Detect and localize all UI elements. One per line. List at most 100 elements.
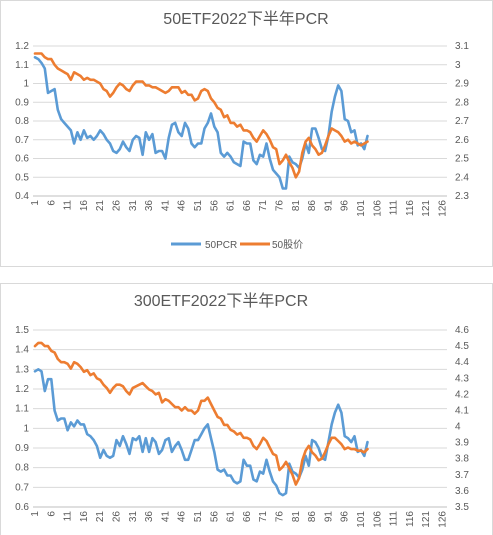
series-line-price xyxy=(33,52,369,179)
x-tick-label: 51 xyxy=(193,200,204,212)
x-tick-label: 36 xyxy=(144,511,155,523)
y-tick-label: 1.5 xyxy=(15,325,29,336)
x-tick-label: 11 xyxy=(63,511,74,522)
y2-tick-label: 2.8 xyxy=(455,97,469,108)
x-tick-label: 106 xyxy=(372,200,383,217)
y-tick-label: 1.3 xyxy=(15,364,29,375)
chart-50etf: 50ETF2022下半年PCR 0.4 0.5 0.6 0.7 0.8 0.9 1 1.1 1.… xyxy=(15,10,469,251)
x-tick-label: 96 xyxy=(340,511,351,523)
chart-title: 50ETF2022下半年PCR xyxy=(163,10,328,28)
y2-tick-label: 4.5 xyxy=(455,341,469,352)
x-tick-label: 126 xyxy=(438,511,449,528)
y-tick-label: 0.9 xyxy=(15,97,29,108)
x-tick-label: 91 xyxy=(323,511,334,523)
x-tick-label: 111 xyxy=(389,511,400,527)
x-tick-label: 41 xyxy=(160,511,171,523)
x-tick-label: 6 xyxy=(46,200,57,206)
x-tick-label: 66 xyxy=(242,511,253,523)
y2-tick-label: 3.1 xyxy=(455,41,469,52)
series-line-price xyxy=(33,341,369,486)
y2-tick-label: 4.3 xyxy=(455,373,469,384)
x-tick-label: 71 xyxy=(258,200,269,212)
legend[interactable]: 50PCR 50股价 xyxy=(171,239,303,251)
y2-tick-label: 4.6 xyxy=(455,325,469,336)
x-tick-label: 11 xyxy=(63,200,74,211)
y2-tick-label: 3.8 xyxy=(455,454,469,465)
x-tick-label: 76 xyxy=(275,200,286,212)
x-tick-label: 86 xyxy=(307,200,318,212)
y2-tick-label: 2.4 xyxy=(455,172,469,183)
x-tick-label: 121 xyxy=(421,511,432,528)
x-tick-label: 16 xyxy=(79,511,90,523)
y2-tick-label: 4.4 xyxy=(455,357,469,368)
y-tick-label: 1.2 xyxy=(15,384,29,395)
y2-tick-label: 4.2 xyxy=(455,389,469,400)
x-tick-label: 106 xyxy=(372,511,383,528)
x-tick-label: 1 xyxy=(30,200,41,206)
plot-lines xyxy=(33,52,369,190)
x-tick-label: 1 xyxy=(30,511,41,517)
x-tick-label: 61 xyxy=(226,200,237,212)
y-axis-left: 0.6 0.7 0.8 0.9 1 1.1 1.2 1.3 1.4 1.5 xyxy=(15,325,29,513)
y-axis-right: 2.3 2.4 2.5 2.6 2.7 2.8 2.9 3 3.1 xyxy=(455,41,469,202)
x-tick-label: 71 xyxy=(258,511,269,523)
y2-tick-label: 2.5 xyxy=(455,154,469,165)
y2-tick-label: 3.5 xyxy=(455,502,469,513)
y2-tick-label: 2.9 xyxy=(455,79,469,90)
x-tick-label: 46 xyxy=(177,200,188,212)
x-tick-label: 26 xyxy=(112,200,123,212)
x-tick-label: 86 xyxy=(307,511,318,523)
y-axis-right: 3.5 3.6 3.7 3.8 3.9 4 4.1 4.2 4.3 4.4 4.5 4.6 xyxy=(455,325,469,513)
x-tick-label: 46 xyxy=(177,511,188,523)
x-tick-label: 31 xyxy=(128,511,139,523)
x-tick-label: 6 xyxy=(46,511,57,517)
x-tick-label: 101 xyxy=(356,511,367,528)
y-tick-label: 1.1 xyxy=(15,60,29,71)
y-tick-label: 0.8 xyxy=(15,463,29,474)
chart-300etf: 300ETF2022下半年PCR 0.6 0.7 0.8 0.9 1 1.1 1.2 1.3 1… xyxy=(15,292,469,528)
x-tick-label: 56 xyxy=(209,511,220,523)
y-axis-left: 0.4 0.5 0.6 0.7 0.8 0.9 1 1.1 1.2 xyxy=(15,41,29,202)
x-tick-label: 81 xyxy=(291,511,302,523)
x-tick-label: 101 xyxy=(356,200,367,217)
x-tick-label: 116 xyxy=(405,200,416,216)
y-tick-label: 0.9 xyxy=(15,443,29,454)
y-tick-label: 0.7 xyxy=(15,135,29,146)
y-tick-label: 1.1 xyxy=(15,404,29,415)
series-line-pcr xyxy=(33,368,369,497)
chart-title: 300ETF2022下半年PCR xyxy=(134,292,308,310)
y2-tick-label: 3 xyxy=(455,60,461,71)
y2-tick-label: 2.3 xyxy=(455,191,469,202)
plot-lines xyxy=(33,341,369,497)
x-tick-label: 56 xyxy=(209,200,220,212)
x-axis: 1 6 11 16 21 26 31 36 41 46 51 56 61 66 71 76 81 86 91 96 10… xyxy=(30,511,449,528)
y2-tick-label: 2.6 xyxy=(455,135,469,146)
y2-tick-label: 3.7 xyxy=(455,470,469,481)
x-tick-label: 111 xyxy=(389,200,400,216)
y-tick-label: 0.7 xyxy=(15,482,29,493)
x-tick-label: 16 xyxy=(79,200,90,212)
x-tick-label: 76 xyxy=(275,511,286,523)
x-tick-label: 21 xyxy=(95,200,106,212)
y-tick-label: 0.8 xyxy=(15,116,29,127)
x-tick-label: 51 xyxy=(193,511,204,523)
y-tick-label: 1.4 xyxy=(15,345,29,356)
x-tick-label: 96 xyxy=(340,200,351,212)
x-tick-label: 126 xyxy=(438,200,449,217)
x-tick-label: 41 xyxy=(160,200,171,212)
x-tick-label: 61 xyxy=(226,511,237,523)
x-tick-label: 26 xyxy=(112,511,123,523)
y2-tick-label: 4 xyxy=(455,422,461,433)
y-tick-label: 1 xyxy=(23,79,29,90)
x-tick-label: 81 xyxy=(291,200,302,212)
y2-tick-label: 2.7 xyxy=(455,116,469,127)
x-tick-label: 91 xyxy=(323,200,334,212)
y-tick-label: 0.6 xyxy=(15,502,29,513)
x-tick-label: 66 xyxy=(242,200,253,212)
x-tick-label: 121 xyxy=(421,200,432,217)
legend-label-50price: 50股价 xyxy=(272,239,303,251)
x-tick-label: 36 xyxy=(144,200,155,212)
x-tick-label: 31 xyxy=(128,200,139,212)
y-tick-label: 0.5 xyxy=(15,172,29,183)
gridlines xyxy=(33,329,447,508)
